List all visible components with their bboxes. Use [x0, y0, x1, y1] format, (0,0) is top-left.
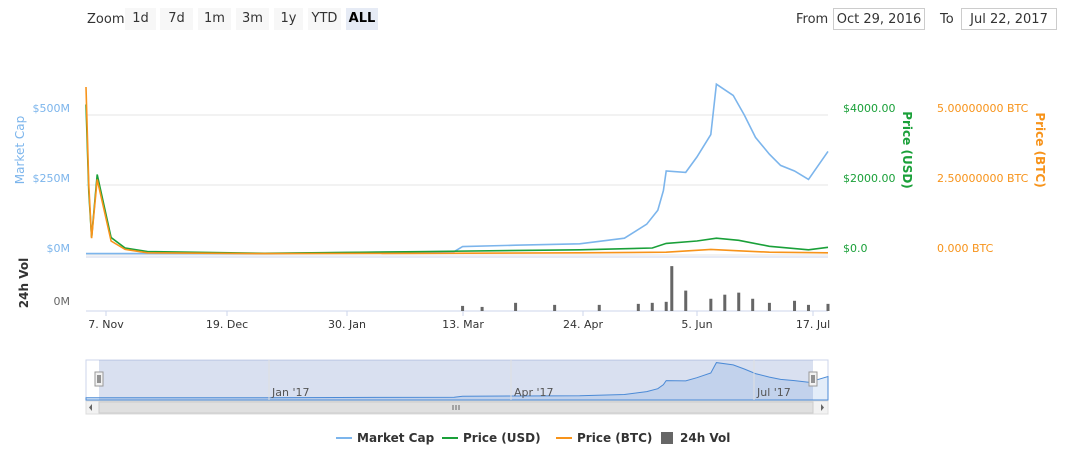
from-label: From [796, 12, 829, 27]
y-axis-labels: $0M $250M $500M $0.0 $2000.00 $4000.00 0.000 B… [13, 102, 1047, 308]
volume-bar [826, 303, 830, 311]
volume-bar [553, 304, 557, 311]
volume-bar [793, 300, 797, 311]
zoom-button-ytd[interactable]: YTD [308, 8, 341, 30]
to-date-input[interactable]: Jul 22, 2017 [961, 8, 1057, 30]
x-tick-label: 19. Dec [206, 318, 248, 331]
plot-area [86, 43, 828, 311]
series-lines [85, 82, 829, 255]
volume-bar [737, 292, 741, 311]
legend-item-price-btc[interactable]: Price (BTC) [577, 431, 652, 445]
from-date-input[interactable]: Oct 29, 2016 [833, 8, 925, 30]
x-tick-label: 7. Nov [88, 318, 124, 331]
navigator-label: Apr '17 [514, 386, 554, 399]
price-btc-tick-label: 2.50000000 BTC [937, 172, 1029, 185]
zoom-button-1y[interactable]: 1y [274, 8, 303, 30]
volume-bar [684, 290, 688, 311]
legend: Market Cap Price (USD) Price (BTC) 24h Vol [336, 431, 730, 445]
market-cap-tick-label: $500M [33, 102, 71, 115]
navigator-selection[interactable] [99, 360, 813, 400]
navigator-background [85, 359, 829, 401]
volume-bar [751, 298, 755, 311]
x-tick-label: 24. Apr [563, 318, 603, 331]
price-btc-tick-label: 5.00000000 BTC [937, 102, 1029, 115]
volume-bar [480, 306, 484, 311]
legend-item-volume[interactable]: 24h Vol [680, 431, 730, 445]
volume-bar [709, 298, 713, 311]
volume-bar [461, 305, 465, 311]
legend-item-market-cap[interactable]: Market Cap [357, 431, 435, 445]
scroll-right-arrow-icon[interactable] [821, 404, 824, 411]
navigator-label: Jan '17 [271, 386, 309, 399]
navigator[interactable]: Jan '17 Apr '17 Jul '17 [85, 359, 829, 415]
market-cap-tick-label: $0M [47, 242, 71, 255]
volume-tick-label: 0M [54, 295, 71, 308]
navigator-handle[interactable] [808, 371, 818, 387]
zoom-button-3m[interactable]: 3m [236, 8, 269, 30]
zoom-button-all[interactable]: ALL [346, 8, 378, 30]
x-tick-label: 30. Jan [328, 318, 366, 331]
volume-bar [650, 302, 654, 311]
price-btc-tick-label: 0.000 BTC [937, 242, 994, 255]
x-tick-label: 13. Mar [442, 318, 484, 331]
price-btc-axis-title: Price (BTC) [1033, 112, 1047, 187]
market-cap-axis-title: Market Cap [13, 116, 27, 184]
price-usd-axis-title: Price (USD) [900, 111, 914, 189]
series-line-price-btc [85, 86, 829, 255]
zoom-label: Zoom [87, 12, 125, 27]
volume-axis-title: 24h Vol [17, 258, 31, 308]
navigator-handle[interactable] [94, 371, 104, 387]
price-usd-tick-label: $0.0 [843, 242, 868, 255]
volume-bar [514, 302, 518, 311]
volume-bars [461, 266, 830, 311]
market-cap-tick-label: $250M [33, 172, 71, 185]
zoom-button-1m[interactable]: 1m [198, 8, 231, 30]
volume-bar [664, 301, 668, 311]
price-usd-tick-label: $4000.00 [843, 102, 896, 115]
to-label: To [940, 12, 954, 27]
volume-bar [597, 304, 601, 311]
price-usd-tick-label: $2000.00 [843, 172, 896, 185]
scroll-left-arrow-icon[interactable] [89, 404, 92, 411]
x-axis: 7. Nov 19. Dec 30. Jan 13. Mar 24. Apr 5. Jun… [88, 311, 830, 331]
volume-bar [723, 294, 727, 311]
grid-lines [86, 43, 828, 312]
zoom-button-7d[interactable]: 7d [160, 8, 193, 30]
volume-bar [670, 266, 674, 311]
x-tick-label: 5. Jun [681, 318, 712, 331]
volume-bar [767, 302, 771, 311]
legend-symbol-volume [661, 432, 673, 444]
volume-bar [636, 303, 640, 311]
legend-item-price-usd[interactable]: Price (USD) [463, 431, 541, 445]
zoom-button-1d[interactable]: 1d [125, 8, 156, 30]
volume-bar [806, 304, 810, 311]
navigator-label: Jul '17 [756, 386, 791, 399]
x-tick-label: 17. Jul [796, 318, 830, 331]
